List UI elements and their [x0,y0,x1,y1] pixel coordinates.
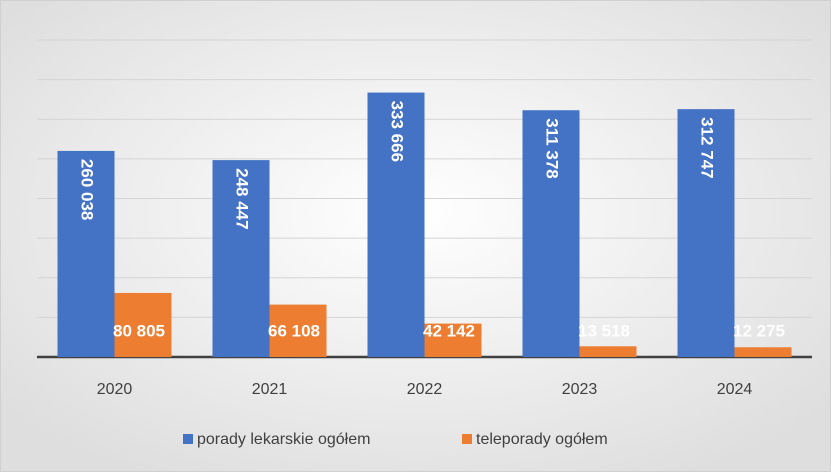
bar [367,92,425,357]
bars [57,92,792,357]
bar [522,110,580,357]
data-label: 311 378 [543,118,562,179]
x-tick-label: 2021 [252,381,288,398]
data-label: 42 142 [423,321,475,340]
x-tick-label: 2024 [717,381,753,398]
data-label: 312 747 [698,117,717,178]
bar [57,150,115,357]
data-label: 260 038 [78,159,97,220]
legend-swatch [462,434,472,444]
data-label: 13 518 [578,321,630,340]
legend-swatch [183,434,193,444]
bar [734,347,792,357]
legend: porady lekarskie ogółem teleporady ogółem [183,431,608,448]
labels: 2020 260 038 80 805 2021 248 447 66 108 2022 33… [78,101,785,399]
data-label: 248 447 [233,168,252,229]
x-tick-label: 2020 [97,381,133,398]
legend-label: teleporady ogółem [476,431,608,448]
bar [677,109,735,357]
legend-label: porady lekarskie ogółem [197,431,370,448]
data-label: 80 805 [113,321,165,340]
x-tick-label: 2022 [407,381,443,398]
bar [424,323,482,357]
data-label: 12 275 [733,321,785,340]
data-label: 66 108 [268,321,320,340]
data-label: 333 666 [388,101,407,162]
x-tick-label: 2023 [562,381,598,398]
bar [114,292,172,357]
bar [269,304,327,357]
bar [212,160,270,357]
bar [579,346,637,357]
